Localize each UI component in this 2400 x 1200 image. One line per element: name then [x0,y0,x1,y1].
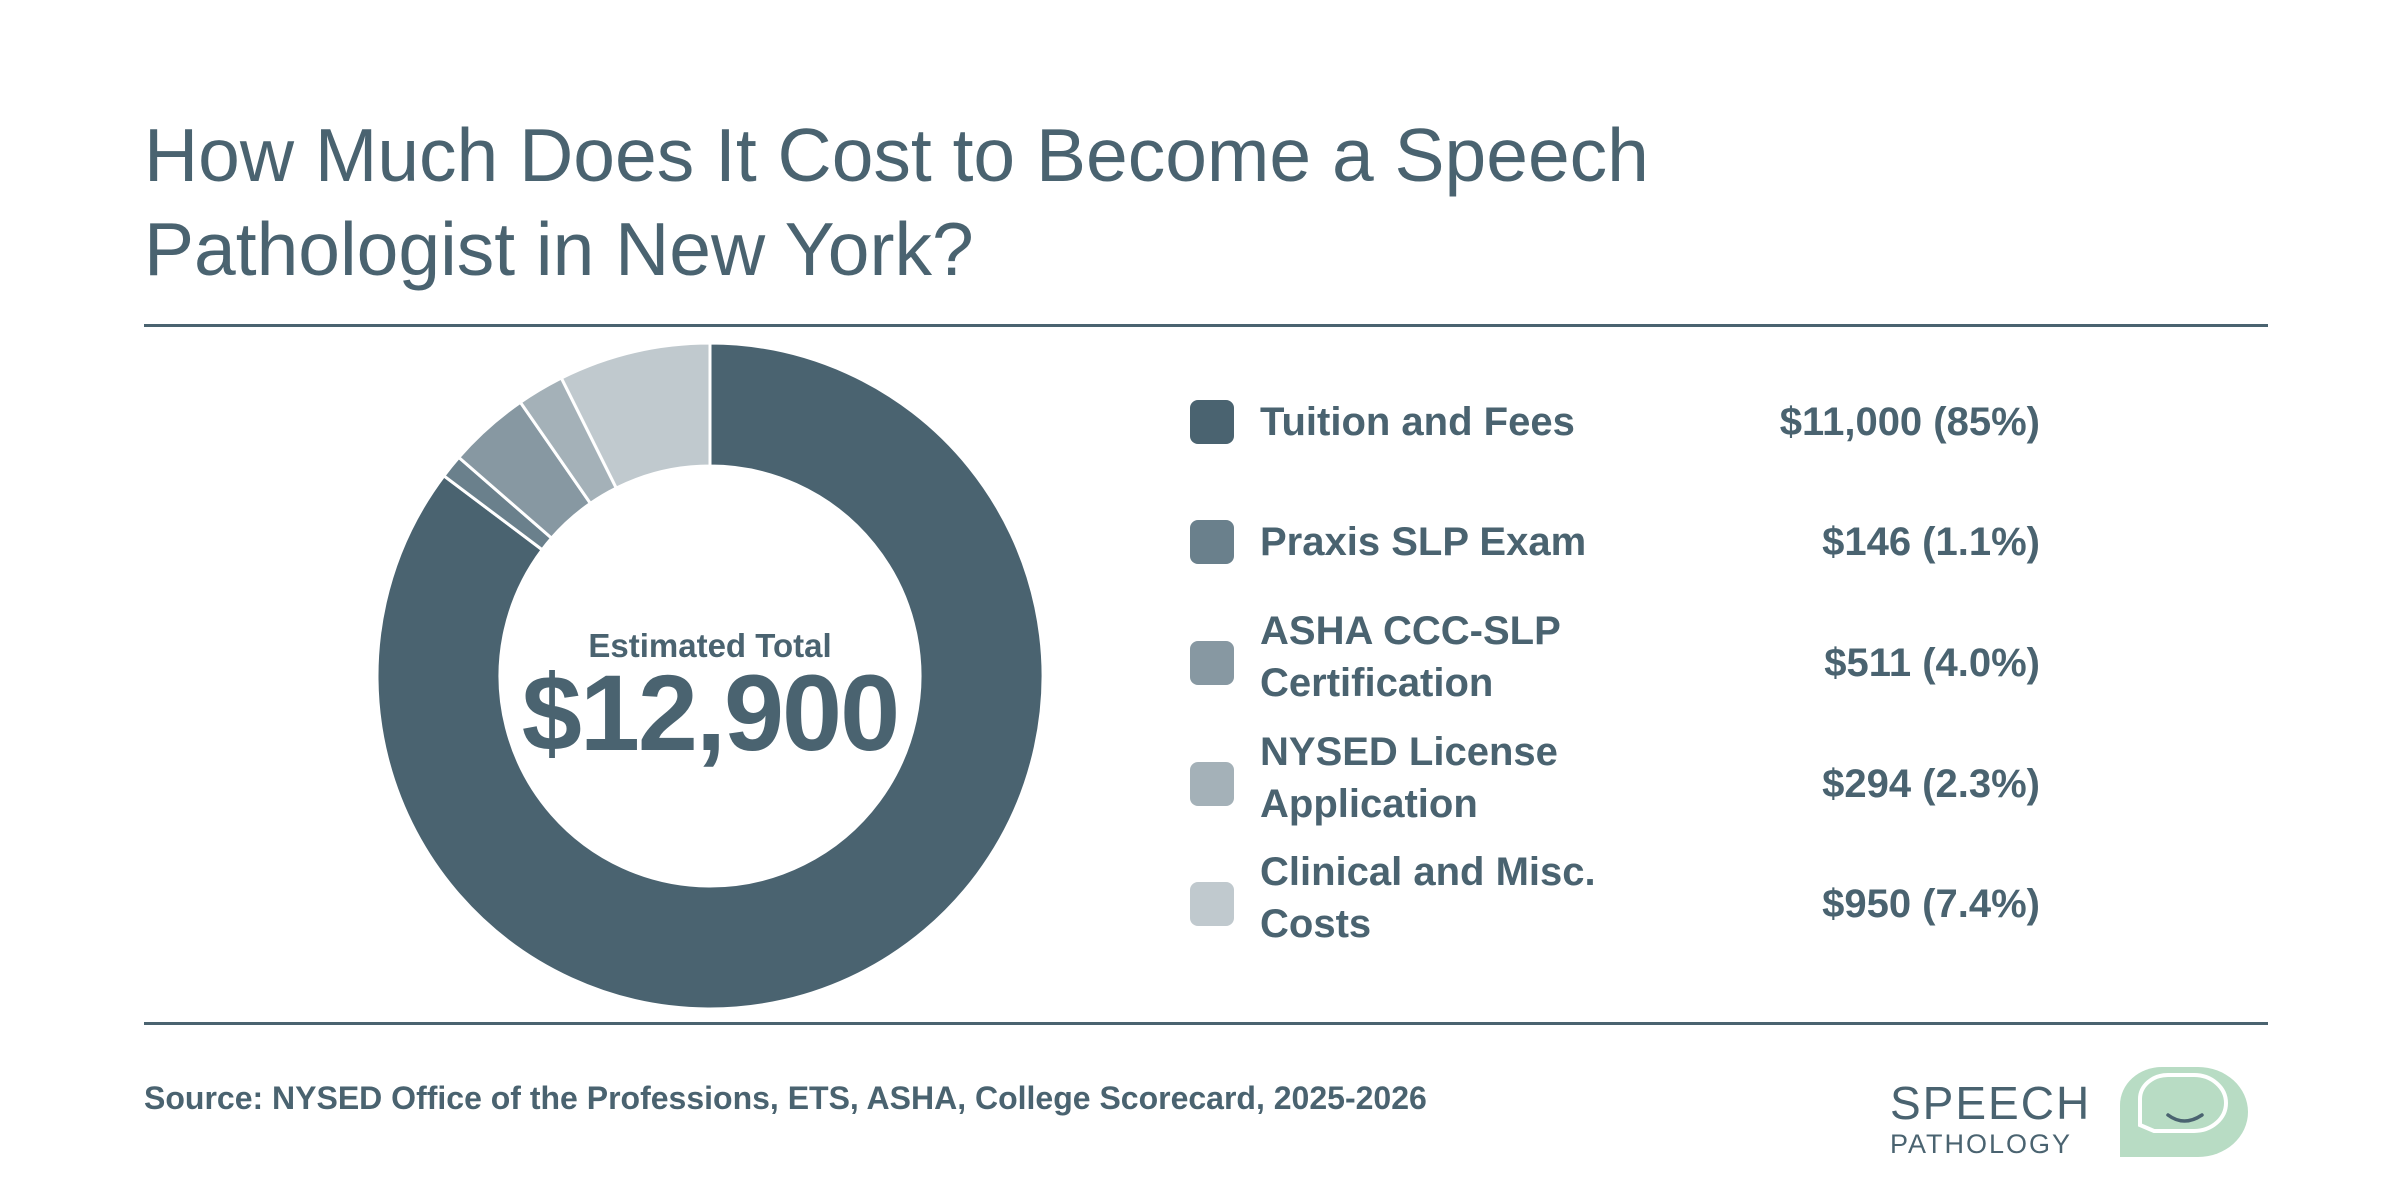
donut-center-label: Estimated Total [588,627,832,664]
chart-title: How Much Does It Cost to Become a Speech… [144,113,1649,291]
speech-pathology-logo: SPEECH PATHOLOGY [1890,1065,2260,1165]
legend-swatch [1190,400,1234,444]
legend-value: $950 (7.4%) [1822,882,2040,926]
legend-swatch [1190,762,1234,806]
speech-bubble-icon [2120,1067,2248,1157]
legend-item-clinical: Clinical and Misc. Costs $950 (7.4%) [1190,846,2040,946]
donut-center-value: $12,900 [521,652,900,773]
legend-value: $511 (4.0%) [1824,641,2040,685]
logo-word-pathology: PATHOLOGY [1890,1129,2073,1159]
legend-label: Tuition and Fees [1260,400,1575,444]
legend-label: ASHA CCC-SLP Certification [1260,609,1561,705]
legend-swatch [1190,641,1234,685]
legend-value: $11,000 (85%) [1779,400,2040,444]
logo-word-speech: SPEECH [1890,1077,2092,1129]
top-divider [144,324,2268,327]
legend-label: Praxis SLP Exam [1260,520,1587,564]
legend-label: Clinical and Misc. Costs [1260,850,1596,946]
source-note: Source: NYSED Office of the Professions,… [144,1080,1427,1116]
legend-label: NYSED License Application [1260,730,1558,826]
donut-slice-0 [375,341,1045,1011]
donut-slice-4 [559,341,712,491]
bottom-divider [144,1022,2268,1025]
legend-swatch [1190,882,1234,926]
legend-swatch [1190,520,1234,564]
legend-value: $294 (2.3%) [1822,762,2040,806]
legend-item-nysed: NYSED License Application $294 (2.3%) [1190,726,2040,826]
legend-item-asha: ASHA CCC-SLP Certification $511 (4.0%) [1190,605,2040,705]
legend-item-praxis: Praxis SLP Exam $146 (1.1%) [1190,505,2040,605]
legend-item-tuition: Tuition and Fees $11,000 (85%) [1190,385,2040,485]
legend-value: $146 (1.1%) [1822,520,2040,564]
